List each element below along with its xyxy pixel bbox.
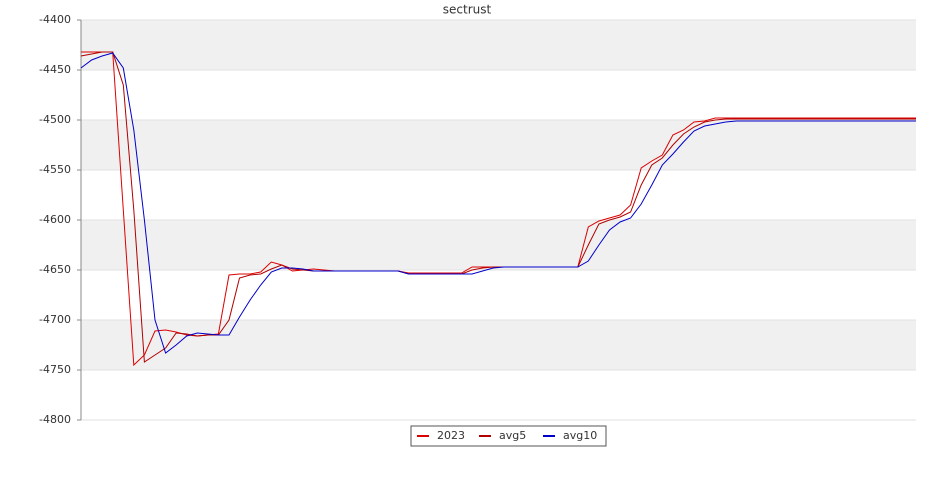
legend-box: [410, 425, 607, 447]
series-line: [80, 51, 916, 363]
y-tick-label: -4400: [39, 13, 71, 26]
legend-label: avg10: [563, 429, 597, 442]
chart-title: sectrust: [443, 3, 492, 17]
band: [81, 20, 916, 70]
series-line: [80, 52, 916, 354]
y-tick-label: -4750: [39, 363, 71, 376]
band: [81, 320, 916, 370]
legend-label: avg5: [499, 429, 526, 442]
band: [81, 120, 916, 170]
y-tick-label: -4800: [39, 413, 71, 426]
y-tick-label: -4450: [39, 63, 71, 76]
y-tick-label: -4600: [39, 213, 71, 226]
y-tick-label: -4550: [39, 163, 71, 176]
y-tick-label: -4500: [39, 113, 71, 126]
band: [81, 220, 916, 270]
y-tick-label: -4700: [39, 313, 71, 326]
y-tick-label: -4650: [39, 263, 71, 276]
series-line: [81, 51, 916, 367]
legend-label: 2023: [437, 429, 465, 442]
